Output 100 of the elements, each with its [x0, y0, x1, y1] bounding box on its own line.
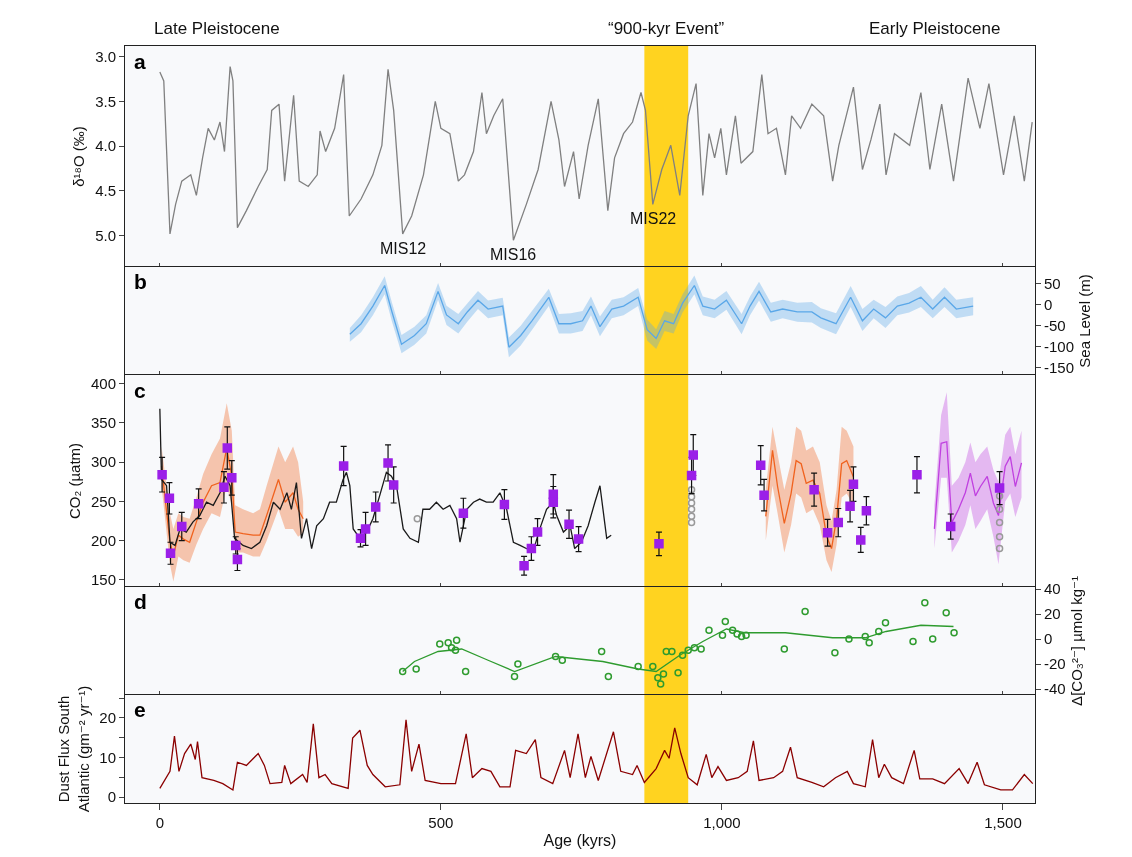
point: [874, 627, 883, 636]
point: [845, 635, 853, 643]
point: [668, 647, 676, 656]
y-tick-label: 20: [99, 709, 116, 727]
y-tick-label: 250: [90, 492, 116, 510]
point: [809, 484, 819, 495]
point: [654, 539, 664, 549]
point: [995, 492, 1004, 500]
y2-tick-label: -20: [1044, 655, 1066, 673]
point: [909, 637, 917, 646]
point: [558, 656, 567, 664]
point: [848, 479, 859, 489]
point: [950, 629, 958, 637]
point: [573, 534, 584, 544]
chart-title: e: [134, 698, 146, 721]
annotation: MIS16: [490, 246, 537, 263]
x-tick-label: 500: [428, 814, 454, 831]
point: [604, 672, 613, 681]
point: [822, 528, 833, 538]
point: [230, 540, 241, 551]
point: [165, 548, 176, 558]
x-tick-label: 0: [155, 814, 165, 831]
y-tick-label: 3.5: [95, 92, 116, 110]
y-tick-label: 0: [107, 788, 116, 806]
point: [942, 609, 950, 617]
point: [861, 506, 872, 516]
point: [564, 519, 574, 529]
x-axis-title: Age (kyrs): [543, 831, 617, 849]
point: [413, 514, 422, 523]
point: [656, 680, 665, 688]
point: [801, 607, 809, 616]
point: [659, 670, 668, 678]
line-series: [933, 441, 1023, 530]
point: [995, 544, 1004, 553]
point: [737, 632, 746, 641]
point: [447, 644, 456, 652]
y-axis-title: CO₂ (µatm): [66, 442, 84, 520]
point: [548, 497, 559, 507]
x-tick-label: 1,000: [703, 814, 741, 831]
y-tick-label: 350: [90, 414, 116, 432]
line-series: [159, 65, 1033, 241]
point: [833, 517, 844, 528]
point: [597, 647, 606, 656]
point: [452, 636, 461, 644]
y-tick-label: 400: [90, 374, 116, 392]
text: Early Pleistocene: [869, 19, 1001, 38]
point: [164, 493, 175, 504]
point: [532, 527, 543, 537]
point: [928, 635, 937, 643]
point: [551, 652, 560, 661]
y2-tick-label: -150: [1044, 359, 1075, 377]
point: [686, 470, 697, 481]
y-tick-label: 150: [90, 571, 116, 589]
point: [526, 543, 537, 554]
point: [360, 524, 371, 534]
y-axis-title: δ¹⁸O (‰): [70, 126, 88, 187]
y-tick-label: 200: [90, 531, 116, 549]
point: [499, 499, 510, 510]
chart-title: d: [134, 590, 147, 613]
point: [219, 482, 229, 493]
y-tick-label: 3.0: [95, 47, 116, 65]
point: [733, 630, 741, 638]
point: [649, 662, 657, 671]
point: [721, 617, 730, 626]
point: [865, 639, 873, 647]
point: [697, 645, 705, 653]
point: [383, 458, 393, 468]
point: [157, 469, 167, 480]
point: [177, 521, 187, 532]
point: [398, 667, 407, 676]
annotation: MIS12: [380, 240, 427, 257]
point: [227, 473, 237, 483]
point: [845, 501, 855, 511]
point: [945, 521, 956, 532]
point: [995, 518, 1004, 527]
point: [514, 660, 522, 668]
point: [718, 631, 727, 639]
point: [678, 651, 687, 659]
y-tick-label: 300: [90, 453, 116, 471]
point: [995, 533, 1004, 541]
point: [687, 512, 696, 521]
y-tick-label: 4.5: [95, 182, 116, 200]
point: [831, 649, 839, 657]
point: [436, 640, 444, 648]
y-tick-label: 4.0: [95, 137, 116, 155]
chart-title: c: [134, 379, 146, 402]
point: [755, 460, 766, 471]
chart-title: a: [134, 50, 146, 73]
point: [912, 469, 922, 480]
y2-tick-label: 40: [1044, 580, 1061, 598]
point: [458, 508, 469, 518]
point: [856, 535, 866, 545]
point: [921, 599, 929, 607]
point: [461, 667, 470, 676]
point: [444, 639, 452, 647]
point: [222, 443, 233, 453]
y2-tick-label: -100: [1044, 338, 1075, 356]
point: [687, 505, 696, 514]
y2-axis-title: Δ[CO₃²⁻] µmol kg⁻¹: [1067, 576, 1085, 706]
point: [519, 561, 529, 571]
